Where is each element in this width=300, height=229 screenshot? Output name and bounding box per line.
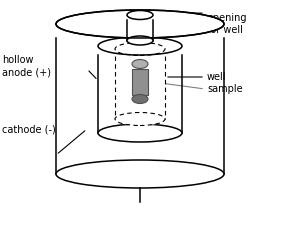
Ellipse shape bbox=[56, 10, 224, 38]
Text: well: well bbox=[207, 72, 226, 82]
Ellipse shape bbox=[56, 160, 224, 188]
Text: opening
for well: opening for well bbox=[207, 13, 247, 35]
Text: cathode (-): cathode (-) bbox=[2, 124, 56, 134]
Polygon shape bbox=[98, 55, 182, 133]
Polygon shape bbox=[132, 68, 148, 95]
Polygon shape bbox=[56, 38, 224, 174]
Text: hollow
anode (+): hollow anode (+) bbox=[2, 55, 51, 77]
Ellipse shape bbox=[98, 37, 182, 55]
Ellipse shape bbox=[98, 124, 182, 142]
Ellipse shape bbox=[132, 95, 148, 104]
Ellipse shape bbox=[132, 60, 148, 68]
Ellipse shape bbox=[127, 11, 153, 19]
Ellipse shape bbox=[127, 36, 153, 45]
Polygon shape bbox=[115, 55, 165, 119]
Ellipse shape bbox=[115, 112, 165, 125]
Text: sample: sample bbox=[207, 84, 243, 94]
